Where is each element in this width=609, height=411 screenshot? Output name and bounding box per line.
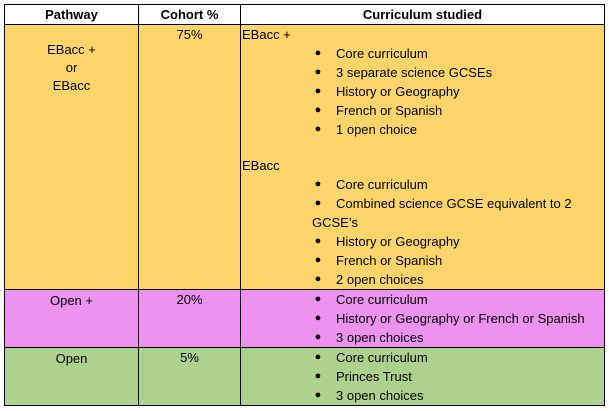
header-row: Pathway Cohort % Curriculum studied bbox=[4, 4, 605, 25]
bullet-icon: ● bbox=[314, 235, 322, 247]
list-item: ● 3 open choices bbox=[241, 386, 604, 405]
bullet-icon: ● bbox=[314, 389, 322, 401]
bullet-icon: ● bbox=[314, 178, 322, 190]
curriculum-cell: ● Core curriculum ● History or Geography o… bbox=[240, 289, 605, 348]
list-item: ● History or Geography or French or Spani… bbox=[241, 309, 604, 328]
curriculum-list: ● Core curriculum ● 3 separate science GCS… bbox=[241, 44, 604, 139]
bullet-icon: ● bbox=[314, 312, 322, 324]
bullet-icon: ● bbox=[314, 254, 322, 266]
header-pathway: Pathway bbox=[4, 4, 139, 25]
list-item: ● History or Geography bbox=[241, 232, 604, 251]
bullet-icon: ● bbox=[314, 273, 322, 285]
list-item: ● 3 separate science GCSEs bbox=[241, 63, 604, 82]
row-ebacc: EBacc + or EBacc 75% EBacc + ● Core curri… bbox=[4, 24, 605, 290]
list-item: ● Princes Trust bbox=[241, 367, 604, 386]
cohort-value: 75% bbox=[176, 27, 203, 42]
bullet-icon: ● bbox=[314, 104, 322, 116]
row-open-plus: Open + 20% ● Core curriculum ● History or … bbox=[4, 289, 605, 348]
header-cohort: Cohort % bbox=[138, 4, 241, 25]
curriculum-cell: EBacc + ● Core curriculum ● 3 separate sci… bbox=[240, 24, 605, 290]
list-item: ● Core curriculum bbox=[241, 44, 604, 63]
bullet-icon: ● bbox=[314, 331, 322, 343]
wrapped-text: GCSE’s bbox=[312, 215, 358, 230]
row-open: Open 5% ● Core curriculum ● Princes Trust … bbox=[4, 347, 605, 406]
list-item: ● French or Spanish bbox=[241, 101, 604, 120]
list-item: ● French or Spanish bbox=[241, 251, 604, 270]
bullet-icon: ● bbox=[314, 370, 322, 382]
bullet-icon: ● bbox=[314, 351, 322, 363]
pathway-cell: Open + bbox=[4, 289, 139, 348]
pathway-line: EBacc + bbox=[47, 42, 96, 57]
list-item: ● Core curriculum bbox=[241, 348, 604, 367]
bullet-icon: ● bbox=[314, 66, 322, 78]
curriculum-list: ● Core curriculum ● Combined science GCSE … bbox=[241, 175, 604, 289]
bullet-icon: ● bbox=[314, 197, 322, 209]
cohort-value: 20% bbox=[176, 292, 203, 307]
pathway-cell: EBacc + or EBacc bbox=[4, 24, 139, 290]
list-item: ● Combined science GCSE equivalent to 2 GC… bbox=[241, 194, 604, 232]
list-item: ● 3 open choices bbox=[241, 328, 604, 347]
bullet-icon: ● bbox=[314, 85, 322, 97]
list-item: ● 2 open choices bbox=[241, 270, 604, 289]
cohort-cell: 75% bbox=[138, 24, 241, 290]
pathway-line: EBacc bbox=[52, 78, 91, 93]
bullet-icon: ● bbox=[314, 47, 322, 59]
pathway-cell: Open bbox=[4, 347, 139, 406]
group-label: EBacc + bbox=[242, 27, 291, 42]
pathway-line: Open + bbox=[49, 293, 93, 308]
pathway-line: or bbox=[65, 60, 78, 75]
cohort-cell: 20% bbox=[138, 289, 241, 348]
curriculum-list: ● Core curriculum ● Princes Trust ● 3 open … bbox=[241, 348, 604, 405]
pathway-line: Open bbox=[55, 351, 88, 366]
header-curriculum: Curriculum studied bbox=[240, 4, 605, 25]
curriculum-cell: ● Core curriculum ● Princes Trust ● 3 open … bbox=[240, 347, 605, 406]
pathways-table: Pathway Cohort % Curriculum studied EBac… bbox=[4, 4, 605, 406]
list-item: ● Core curriculum bbox=[241, 290, 604, 309]
list-item: ● Core curriculum bbox=[241, 175, 604, 194]
bullet-icon: ● bbox=[314, 293, 322, 305]
cohort-value: 5% bbox=[180, 350, 199, 365]
bullet-icon: ● bbox=[314, 123, 322, 135]
list-item: ● History or Geography bbox=[241, 82, 604, 101]
group-label: EBacc bbox=[242, 158, 280, 173]
curriculum-list: ● Core curriculum ● History or Geography o… bbox=[241, 290, 604, 347]
list-item: ● 1 open choice bbox=[241, 120, 604, 139]
cohort-cell: 5% bbox=[138, 347, 241, 406]
